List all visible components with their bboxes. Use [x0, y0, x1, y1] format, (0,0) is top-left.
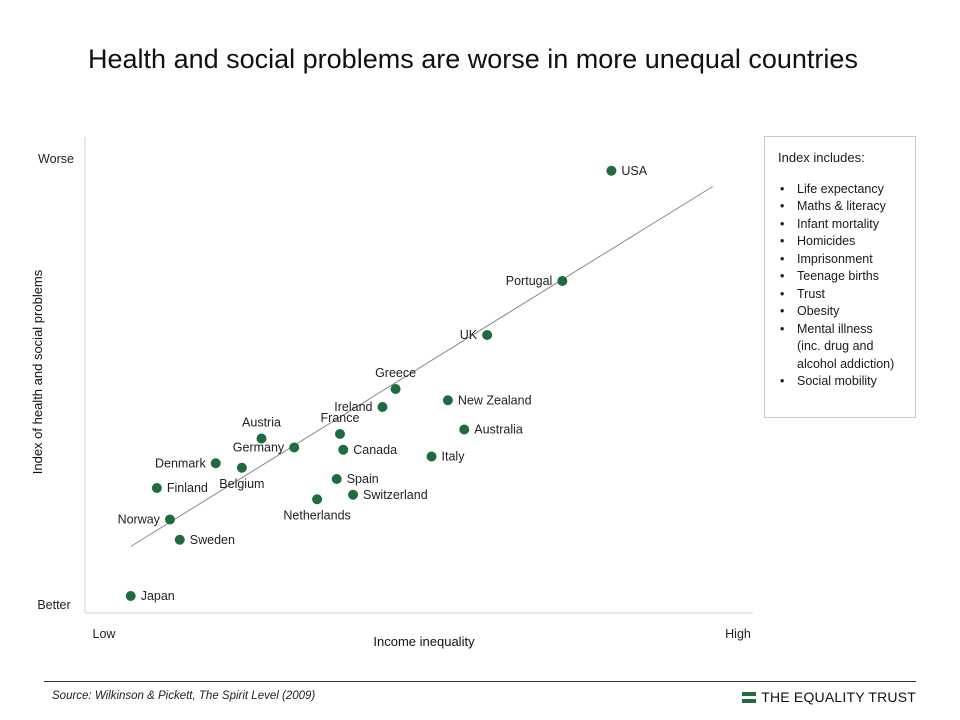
- data-point-belgium: [236, 462, 247, 473]
- bullet-icon: •: [780, 321, 785, 336]
- data-points: USA Portugal UK Greece New Zealand Ireland Aus…: [118, 164, 648, 603]
- point-label-netherlands: Netherlands: [283, 508, 350, 522]
- data-point-austria: [256, 433, 267, 444]
- legend-item: • Teenage births: [778, 268, 905, 286]
- legend-item-label: Maths & literacy: [797, 199, 886, 213]
- point-label-austria: Austria: [242, 416, 281, 430]
- equality-trust-logo-icon: [742, 691, 757, 703]
- legend-title: Index includes:: [778, 150, 865, 165]
- bullet-icon: •: [780, 234, 785, 248]
- data-point-ireland: [377, 402, 388, 412]
- legend-item-label: alcohol addiction): [797, 356, 895, 371]
- data-point-france: [334, 429, 345, 439]
- data-point-new-zealand: [442, 395, 453, 406]
- bullet-icon: •: [780, 251, 785, 266]
- point-label-norway: Norway: [118, 513, 161, 527]
- x-tick-high: High: [725, 627, 751, 641]
- legend-item: • Maths & literacy: [778, 198, 905, 216]
- point-label-italy: Italy: [442, 450, 466, 464]
- legend-item-label: (inc. drug and: [797, 339, 874, 353]
- point-label-spain: Spain: [347, 472, 379, 486]
- legend-item: • Homicides: [778, 233, 905, 251]
- data-point-netherlands: [312, 494, 323, 505]
- legend-item-label: Life expectancy: [797, 181, 884, 196]
- legend-item-label: Teenage births: [797, 269, 880, 283]
- legend-item-label: Homicides: [797, 234, 856, 248]
- point-label-canada: Canada: [353, 443, 397, 457]
- y-tick-high: Worse: [38, 152, 74, 166]
- legend-item-continuation: alcohol addiction): [778, 356, 905, 374]
- data-point-sweden: [174, 534, 185, 545]
- y-tick-low: Better: [37, 598, 70, 612]
- page-title: Health and social problems are worse in …: [88, 44, 858, 74]
- trend-line: [130, 186, 714, 547]
- bullet-icon: •: [780, 216, 785, 231]
- point-label-australia: Australia: [474, 423, 523, 437]
- data-point-norway: [164, 514, 175, 525]
- legend-item: • Social mobility: [778, 373, 905, 391]
- point-label-belgium: Belgium: [219, 477, 264, 491]
- point-label-uk: UK: [460, 328, 478, 342]
- brand-logo: THE EQUALITY TRUST: [742, 689, 916, 705]
- legend-item-label: Social mobility: [797, 374, 877, 388]
- point-label-greece: Greece: [375, 366, 416, 380]
- point-label-sweden: Sweden: [190, 533, 235, 547]
- legend-item: • Infant mortality: [778, 216, 905, 234]
- source-citation: Source: Wilkinson & Pickett, The Spirit …: [52, 690, 316, 702]
- data-point-uk: [482, 330, 493, 340]
- legend-list: • Life expectancy • Maths & literacy • Infa…: [778, 181, 905, 391]
- data-point-spain: [331, 474, 342, 484]
- data-point-italy: [426, 451, 437, 462]
- legend-item: • Obesity: [778, 303, 905, 321]
- legend-item: • Life expectancy: [778, 181, 905, 199]
- bullet-icon: •: [780, 199, 785, 213]
- x-axis-label: Income inequality: [373, 634, 475, 649]
- data-point-portugal: [557, 276, 568, 286]
- point-label-new-zealand: New Zealand: [458, 393, 532, 407]
- point-label-japan: Japan: [141, 589, 175, 603]
- y-axis-label: Index of health and social problems: [30, 269, 45, 474]
- point-label-denmark: Denmark: [155, 456, 206, 470]
- legend-item-label: Mental illness: [797, 321, 873, 336]
- data-point-switzerland: [348, 489, 359, 500]
- legend-item-label: Trust: [797, 286, 826, 301]
- legend-item-label: Obesity: [797, 304, 840, 318]
- legend-item-label: Imprisonment: [797, 251, 873, 266]
- data-point-finland: [151, 483, 162, 493]
- bullet-icon: •: [780, 304, 785, 318]
- point-label-france: France: [321, 411, 360, 425]
- data-point-japan: [125, 591, 136, 601]
- point-label-usa: USA: [621, 164, 647, 178]
- data-point-greece: [390, 384, 401, 394]
- point-label-finland: Finland: [167, 481, 208, 495]
- legend-item-label: Infant mortality: [797, 216, 879, 231]
- data-point-germany: [289, 442, 300, 453]
- legend-item: • Trust: [778, 286, 905, 304]
- data-point-canada: [338, 444, 349, 455]
- legend-item-continuation: (inc. drug and: [778, 338, 905, 356]
- point-label-switzerland: Switzerland: [363, 488, 428, 502]
- data-point-australia: [459, 424, 470, 435]
- point-label-portugal: Portugal: [506, 274, 553, 288]
- point-label-germany: Germany: [233, 441, 285, 455]
- index-legend: Index includes: • Life expectancy • Maths …: [764, 136, 916, 418]
- footer-divider: [44, 681, 916, 682]
- legend-item: • Imprisonment: [778, 251, 905, 269]
- bullet-icon: •: [780, 269, 785, 283]
- bullet-icon: •: [780, 374, 785, 388]
- data-point-usa: [606, 165, 617, 176]
- x-tick-low: Low: [93, 627, 117, 641]
- brand-name: THE EQUALITY TRUST: [761, 689, 916, 705]
- legend-item: • Mental illness: [778, 321, 905, 339]
- data-point-denmark: [210, 458, 221, 469]
- point-label-ireland: Ireland: [334, 400, 372, 414]
- bullet-icon: •: [780, 286, 785, 301]
- bullet-icon: •: [780, 181, 785, 196]
- scatter-chart: USA Portugal UK Greece New Zealand Ireland Aus…: [30, 137, 753, 649]
